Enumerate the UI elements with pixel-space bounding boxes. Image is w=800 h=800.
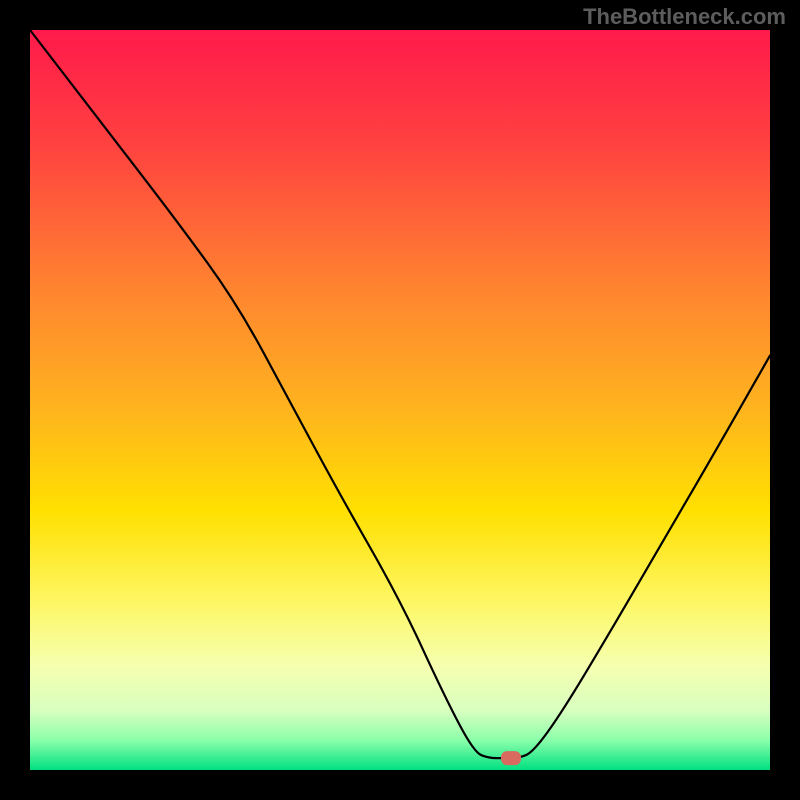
optimal-marker <box>501 751 521 765</box>
bottleneck-chart: TheBottleneck.com <box>0 0 800 800</box>
chart-svg <box>0 0 800 800</box>
plot-area <box>30 30 770 770</box>
watermark-text: TheBottleneck.com <box>583 4 786 30</box>
